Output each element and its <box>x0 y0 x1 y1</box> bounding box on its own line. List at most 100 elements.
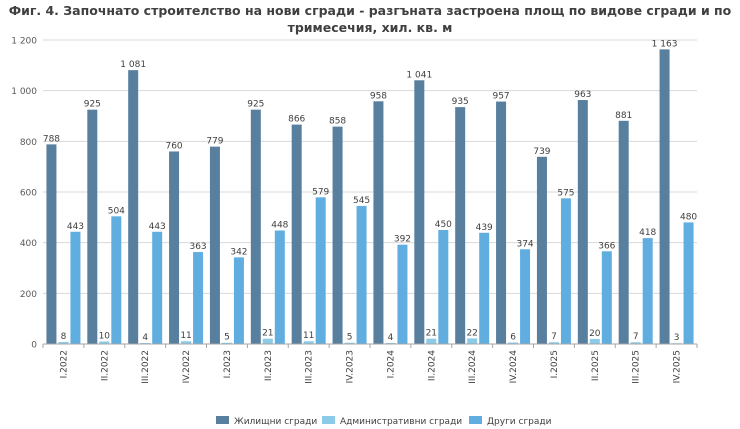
data-label: 925 <box>247 100 264 110</box>
data-label: 21 <box>426 329 437 339</box>
bar <box>536 156 547 344</box>
bar <box>87 109 98 345</box>
data-label: 788 <box>43 134 60 144</box>
bar <box>373 101 384 344</box>
bars <box>46 49 694 345</box>
bar <box>46 144 57 344</box>
bar <box>303 341 314 344</box>
x-tick-label: IV.2022 <box>182 350 192 383</box>
chart-title: Фиг. 4. Започнато строителство на нови с… <box>0 2 740 36</box>
bar <box>70 231 81 344</box>
data-label: 925 <box>84 100 101 110</box>
bar <box>414 80 425 344</box>
y-tick-label: 200 <box>20 290 37 300</box>
data-label: 20 <box>589 329 601 339</box>
bar <box>181 341 192 344</box>
bar <box>152 231 163 344</box>
data-label: 6 <box>510 332 516 342</box>
x-tick-label: II.2023 <box>264 350 274 381</box>
data-label: 957 <box>492 92 509 102</box>
data-labels: 788 8 443 925 10 504 1 081 4 443 760 11 363 779 5 342 9… <box>43 39 698 343</box>
data-label: 22 <box>466 328 477 338</box>
legend: Жилищни сгради Административни сгради Друг… <box>216 416 552 427</box>
data-label: 8 <box>61 332 67 342</box>
data-label: 21 <box>262 329 273 339</box>
bar <box>233 257 244 344</box>
data-label: 935 <box>452 97 469 107</box>
bar <box>315 197 326 344</box>
data-label: 4 <box>388 333 394 343</box>
data-label: 366 <box>598 241 615 251</box>
bar <box>291 124 302 344</box>
bar <box>683 222 694 344</box>
data-label: 363 <box>189 242 206 252</box>
y-tick-label: 1 000 <box>11 87 37 97</box>
data-label: 858 <box>329 117 346 127</box>
data-label: 5 <box>224 333 230 343</box>
bar <box>601 251 612 344</box>
bar <box>274 230 285 344</box>
bar <box>140 342 151 344</box>
data-label: 443 <box>149 222 166 232</box>
x-tick-label: III.2024 <box>468 350 478 384</box>
x-tick-label: II.2024 <box>427 350 437 381</box>
bar <box>479 232 490 344</box>
data-label: 866 <box>288 115 305 125</box>
chart-title-line-1: Фиг. 4. Започнато строителство на нови с… <box>8 3 732 18</box>
bar <box>508 342 519 344</box>
data-label: 760 <box>165 141 182 151</box>
bar <box>250 109 261 345</box>
bar <box>467 338 478 344</box>
data-label: 418 <box>639 228 656 238</box>
data-label: 779 <box>206 137 223 147</box>
x-tick-label: III.2022 <box>141 350 151 384</box>
data-label: 10 <box>99 331 111 341</box>
bar <box>589 338 600 344</box>
x-tick-label: I.2025 <box>550 350 560 378</box>
bar <box>630 342 641 344</box>
data-label: 480 <box>680 212 697 222</box>
y-tick-label: 600 <box>20 189 37 199</box>
gridlines <box>43 39 697 294</box>
bar <box>642 238 653 344</box>
data-label: 439 <box>476 223 493 233</box>
data-label: 5 <box>347 333 353 343</box>
x-tick-label: II.2025 <box>591 350 601 381</box>
bar <box>496 101 507 344</box>
data-label: 1 041 <box>406 70 432 80</box>
data-label: 374 <box>516 239 533 249</box>
x-tick-label: III.2023 <box>305 350 315 384</box>
x-tick-label: I.2024 <box>386 350 396 379</box>
bar <box>128 70 139 344</box>
bar <box>99 341 110 344</box>
data-label: 739 <box>533 147 550 157</box>
legend-swatch <box>469 416 482 424</box>
bar <box>385 342 396 344</box>
bar <box>438 230 449 344</box>
data-label: 3 <box>674 333 680 343</box>
legend-label: Административни сгради <box>340 417 462 427</box>
legend-swatch <box>322 416 335 424</box>
data-label: 579 <box>312 187 329 197</box>
bar <box>332 126 343 344</box>
data-label: 7 <box>551 332 557 342</box>
bar <box>169 151 180 344</box>
data-label: 1 163 <box>652 39 678 49</box>
bar <box>548 342 559 344</box>
legend-label: Други сгради <box>487 417 552 427</box>
x-tick-label: IV.2025 <box>673 350 683 383</box>
data-label: 504 <box>108 206 125 216</box>
x-tick-label: I.2023 <box>223 350 233 378</box>
y-tick-label: 800 <box>20 138 37 148</box>
data-label: 881 <box>615 111 632 121</box>
x-tick-label: II.2022 <box>100 350 110 381</box>
data-label: 575 <box>557 188 574 198</box>
data-label: 392 <box>394 235 411 245</box>
y-tick-label: 0 <box>31 341 37 351</box>
bar <box>659 49 670 345</box>
data-label: 958 <box>370 91 387 101</box>
chart-title-line-2: тримесечия, хил. кв. м <box>287 20 453 35</box>
bar <box>193 252 204 344</box>
bar <box>397 244 408 344</box>
